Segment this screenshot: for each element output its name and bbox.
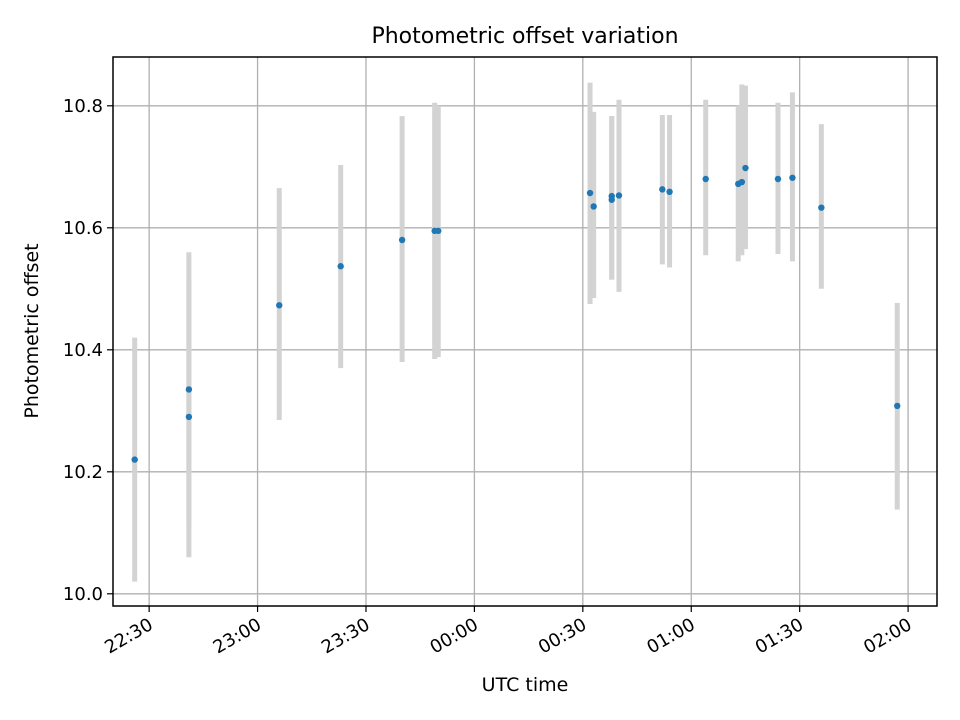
data-point [659, 186, 666, 193]
data-point [398, 236, 406, 244]
y-tick-label: 10.2 [63, 462, 103, 483]
plot-frame [112, 56, 938, 607]
data-point [774, 175, 782, 183]
y-tick-label: 10.4 [63, 340, 103, 361]
x-gridlines [148, 57, 909, 606]
data-point [276, 302, 283, 309]
x-tick-label: 22:30 [101, 614, 156, 658]
data-point [666, 188, 673, 196]
y-tick-label: 10.8 [63, 96, 103, 117]
x-axis-label: UTC time [482, 674, 569, 696]
x-tick-label: 23:00 [210, 614, 265, 658]
error-bars [132, 82, 900, 582]
chart-title: Photometric offset variation [371, 24, 678, 49]
y-gridlines [113, 105, 937, 595]
data-point [337, 263, 344, 270]
x-axis-ticks: 22:30 23:00 23:30 00:00 00:30 01:00 01:30 02:00 [101, 606, 916, 658]
data-point [702, 175, 709, 183]
y-axis-ticks: 10.0 10.2 10.4 10.6 10.8 [63, 96, 113, 605]
data-point [590, 203, 597, 210]
data-point [608, 196, 615, 203]
data-point [742, 164, 749, 172]
data-point [894, 402, 901, 410]
x-tick-label: 00:00 [426, 614, 481, 658]
data-point [185, 386, 193, 393]
x-tick-label: 23:30 [318, 614, 373, 658]
data-points [131, 164, 901, 463]
data-point [789, 174, 796, 181]
data-point [615, 192, 623, 199]
y-tick-label: 10.6 [63, 218, 103, 239]
x-tick-label: 00:30 [535, 614, 590, 658]
y-axis-label: Photometric offset [21, 243, 43, 418]
data-point [131, 456, 138, 463]
x-tick-label: 02:00 [860, 614, 915, 658]
data-point [586, 189, 594, 197]
data-point [185, 413, 193, 421]
y-tick-label: 10.0 [63, 584, 103, 605]
data-point [435, 227, 442, 235]
x-tick-label: 01:00 [643, 614, 698, 658]
data-point [818, 204, 825, 211]
x-tick-label: 01:30 [752, 614, 807, 658]
data-point [738, 178, 746, 186]
